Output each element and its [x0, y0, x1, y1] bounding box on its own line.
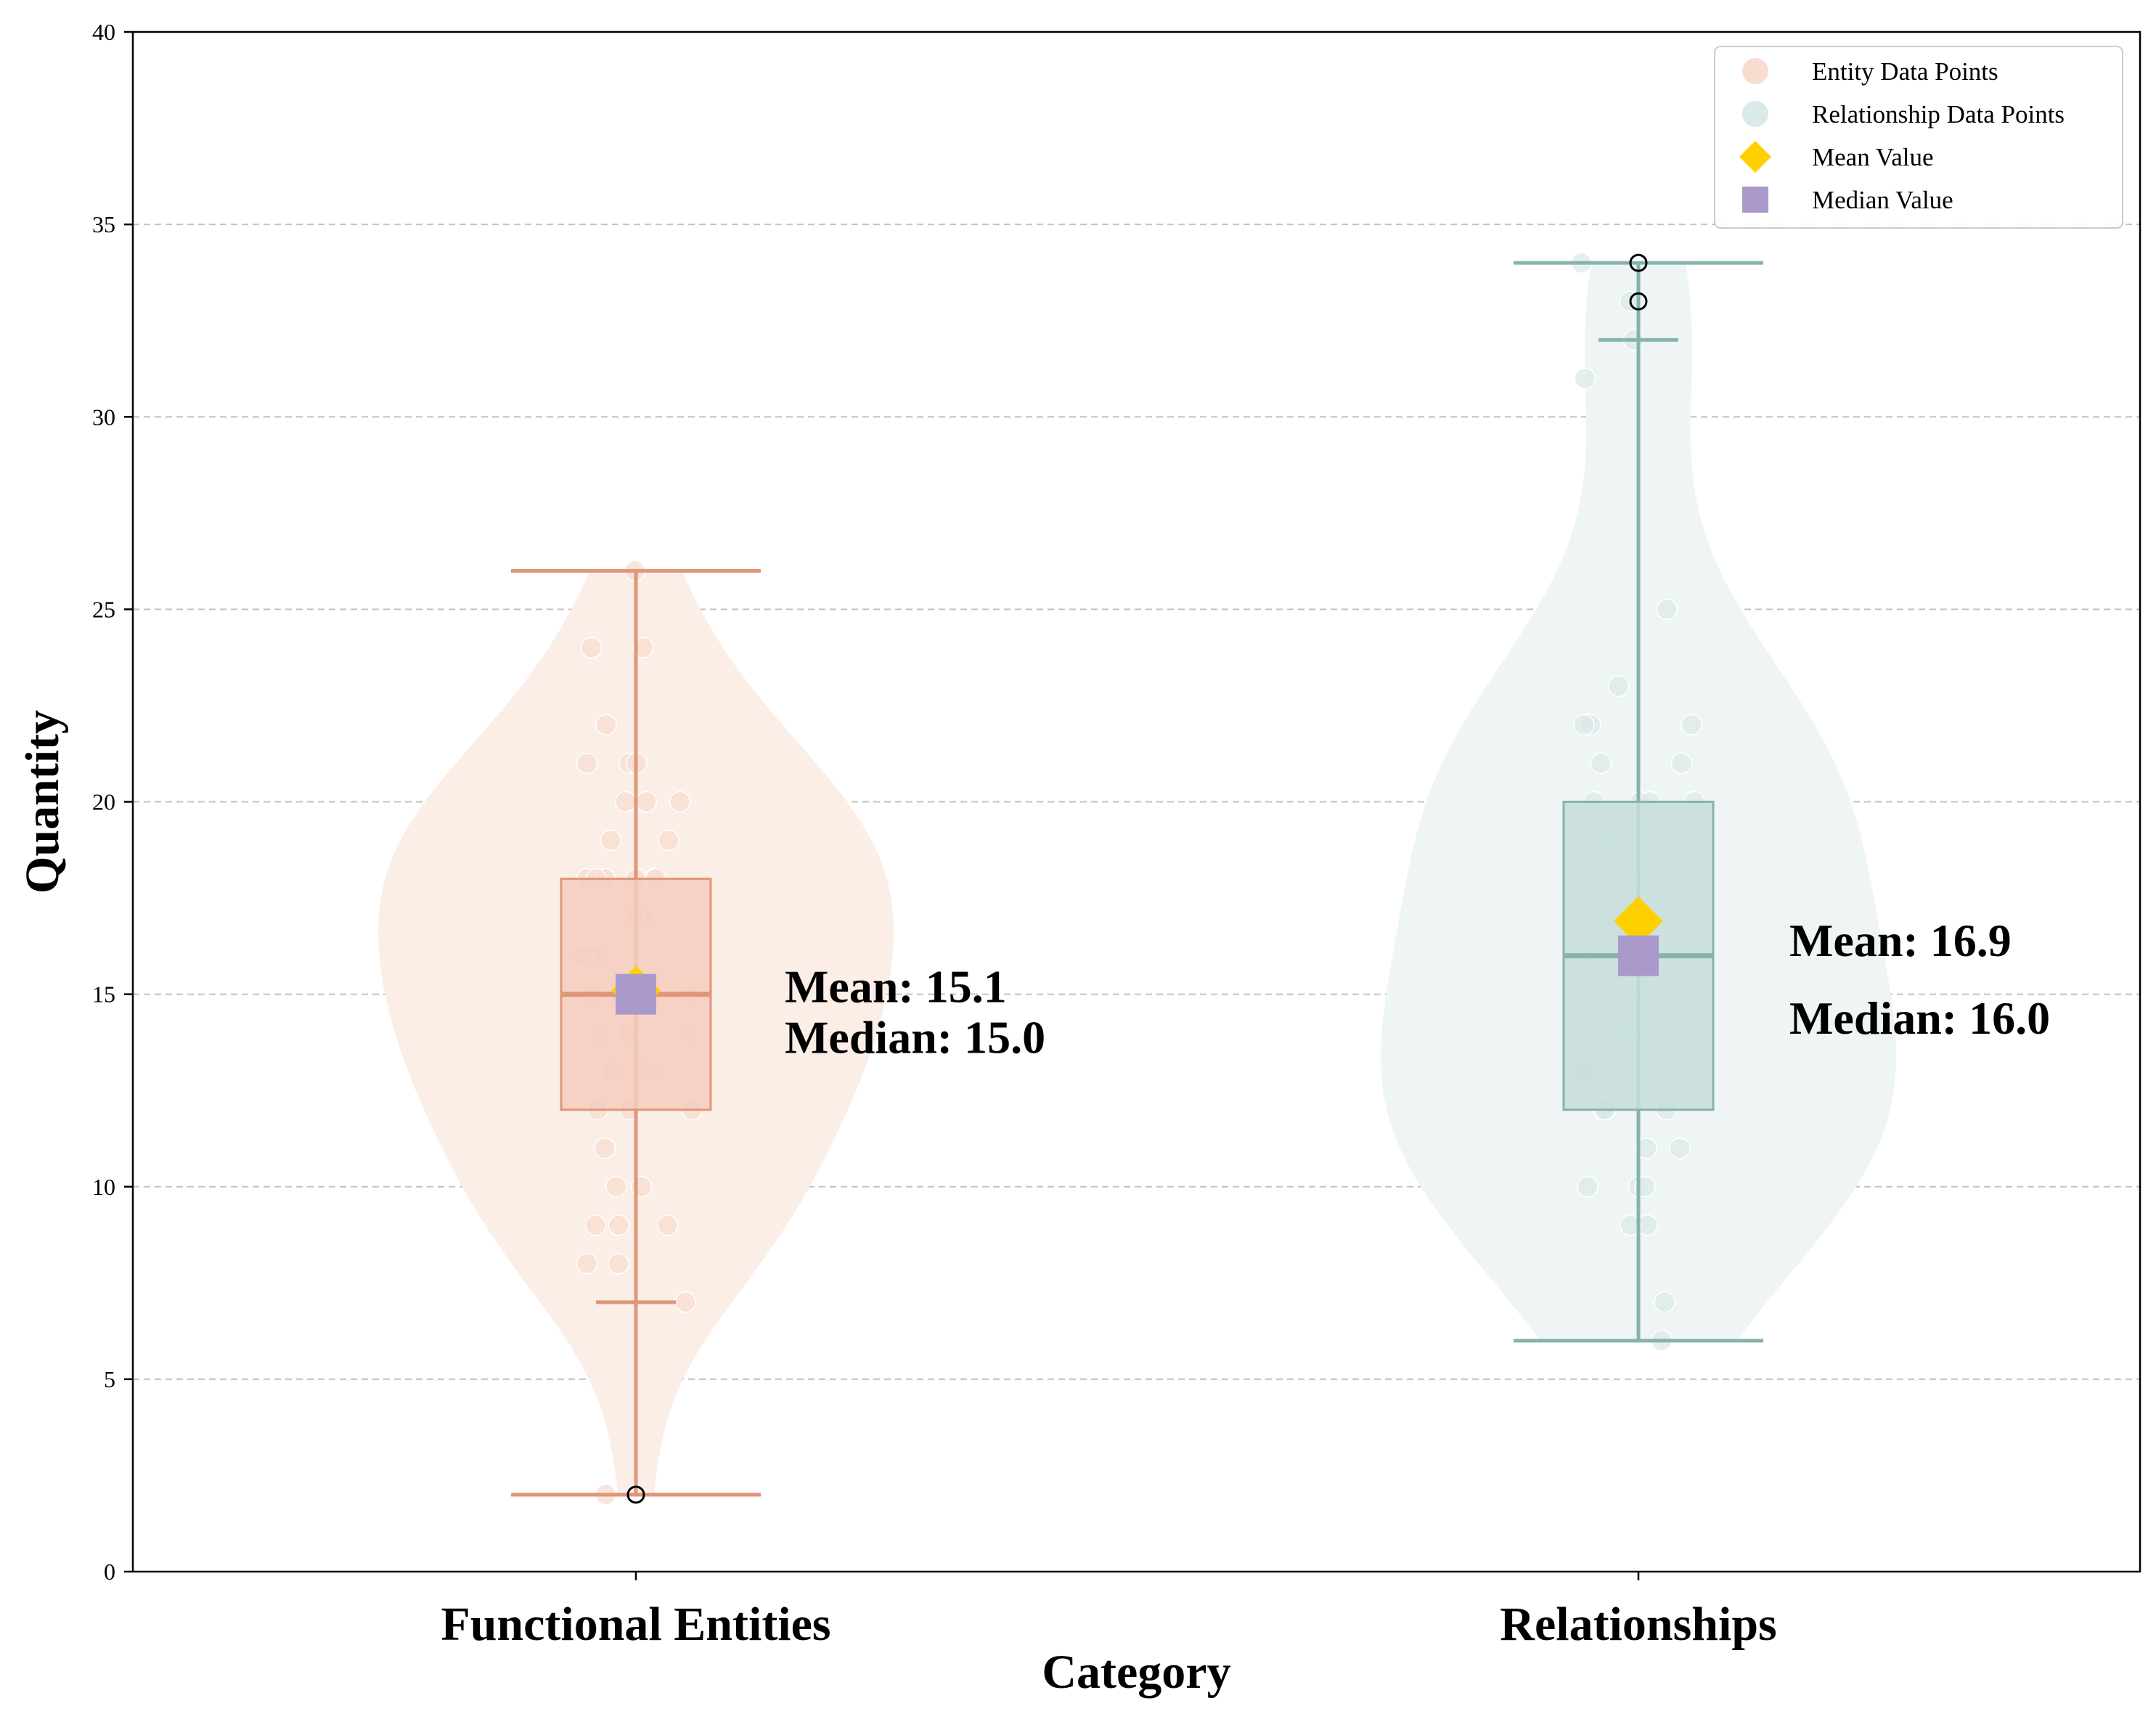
- data-point: [576, 752, 598, 775]
- y-tick-label: 25: [92, 596, 115, 622]
- data-point: [658, 829, 679, 852]
- data-point: [1620, 1214, 1641, 1236]
- data-point: [1656, 598, 1678, 621]
- legend-circle-marker: [1742, 58, 1768, 84]
- data-point: [595, 714, 617, 736]
- data-point: [594, 1137, 616, 1159]
- data-point: [1607, 675, 1630, 698]
- y-tick-label: 40: [92, 19, 115, 45]
- outlier-point: [1629, 292, 1648, 311]
- y-tick-label: 30: [92, 404, 115, 430]
- outlier-point: [1629, 253, 1648, 272]
- data-point: [576, 1253, 598, 1275]
- y-tick-label: 20: [92, 789, 115, 815]
- y-tick-label: 0: [104, 1559, 115, 1585]
- data-point: [1670, 752, 1693, 775]
- summary-markers: [611, 896, 1663, 1016]
- x-axis-title: Category: [1042, 1646, 1230, 1699]
- median-annotation: Median: 15.0: [785, 1011, 1045, 1063]
- y-tick-label: 15: [92, 981, 115, 1008]
- data-point: [1681, 714, 1702, 736]
- data-point: [674, 1291, 696, 1313]
- legend-label: Mean Value: [1812, 143, 1934, 171]
- y-tick-label: 35: [92, 211, 115, 237]
- data-point: [584, 1214, 607, 1236]
- data-point: [605, 1176, 627, 1198]
- outlier-point: [626, 1485, 645, 1504]
- median-marker: [1618, 935, 1659, 976]
- legend-diamond-marker: [1739, 141, 1771, 173]
- data-point: [614, 791, 637, 813]
- data-point: [1669, 1137, 1691, 1159]
- x-tick-label: Functional Entities: [441, 1598, 830, 1651]
- grid-lines: [133, 224, 2140, 1380]
- legend-square-marker: [1742, 187, 1768, 213]
- data-point: [608, 1253, 629, 1275]
- legend-label: Entity Data Points: [1812, 57, 1998, 86]
- data-point: [1573, 714, 1595, 736]
- data-point: [608, 1214, 630, 1236]
- median-annotation: Median: 16.0: [1789, 992, 2050, 1044]
- data-point: [1574, 367, 1596, 389]
- data-point: [1654, 1291, 1675, 1313]
- data-point: [600, 829, 622, 852]
- data-point: [635, 791, 658, 813]
- y-tick-label: 10: [92, 1174, 115, 1200]
- legend-box: [1714, 46, 2123, 229]
- data-point: [1636, 1137, 1657, 1159]
- axes: Functional Entities Relationships 0 5 10 15 20…: [16, 19, 2141, 1699]
- mean-annotation: Mean: 16.9: [1789, 915, 2012, 966]
- x-tick-label: Relationships: [1500, 1598, 1776, 1651]
- data-point: [1577, 1176, 1598, 1198]
- y-tick-label: 5: [104, 1366, 115, 1392]
- data-point: [669, 791, 691, 813]
- legend: Entity Data Points Relationship Data Poin…: [1714, 46, 2123, 229]
- mean-marker: [1614, 896, 1663, 946]
- data-point: [656, 1214, 679, 1236]
- legend-circle-marker: [1742, 101, 1768, 127]
- median-marker: [616, 973, 656, 1015]
- legend-label: Median Value: [1812, 186, 1953, 214]
- legend-label: Relationship Data Points: [1812, 100, 2065, 128]
- y-axis-title: Quantity: [16, 710, 69, 894]
- data-point: [580, 637, 603, 659]
- data-point: [1590, 752, 1612, 775]
- mean-annotation: Mean: 15.1: [785, 960, 1007, 1012]
- data-point: [632, 637, 654, 659]
